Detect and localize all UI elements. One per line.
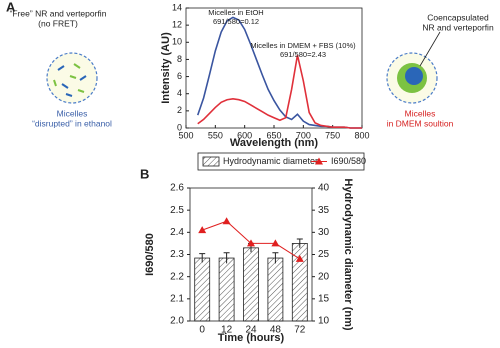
legend-swatch xyxy=(315,157,323,165)
y2-tick-label: 40 xyxy=(318,183,330,194)
micelle-illustration xyxy=(386,52,438,104)
x-tick-label: 0 xyxy=(199,325,205,336)
side-label: Micelles xyxy=(57,108,88,118)
y2-tick-label: 25 xyxy=(318,249,330,260)
panel-letter: A xyxy=(6,0,16,14)
x-tick-label: 48 xyxy=(270,325,282,336)
marker xyxy=(271,239,280,247)
pointer xyxy=(419,31,441,67)
x-tick-label: 650 xyxy=(266,130,281,140)
y2-tick-label: 10 xyxy=(318,316,330,327)
y-tick-label: 14 xyxy=(172,2,182,12)
series-label: Micelles in EtOH xyxy=(208,8,263,17)
x-tick-label: 750 xyxy=(325,130,340,140)
annotation: 691/580=2.43 xyxy=(280,50,326,59)
y-tick-label: 2.4 xyxy=(170,227,184,238)
y-tick-label: 12 xyxy=(172,20,182,30)
marker xyxy=(295,254,304,262)
error-bar xyxy=(223,252,230,264)
marker xyxy=(198,226,207,234)
y-tick-label: 2.6 xyxy=(170,183,184,194)
line-series xyxy=(197,54,362,129)
y2-axis-label: Hydrodynamic diameter (nm) xyxy=(342,178,354,331)
side-label: Micelles xyxy=(405,108,436,118)
x-tick-label: 500 xyxy=(178,130,193,140)
marker xyxy=(247,239,255,247)
x-tick-label: 72 xyxy=(294,325,306,336)
y-tick-label: 0 xyxy=(177,122,182,132)
panel-letter: B xyxy=(140,166,149,181)
side-label: Coencapsulated xyxy=(427,12,489,22)
x-axis-label: Wavelength (nm) xyxy=(230,137,319,149)
side-label: in DMEM soultion xyxy=(387,118,454,128)
legend-label: I690/580 xyxy=(331,156,366,166)
y2-tick-label: 15 xyxy=(318,293,330,304)
x-tick-label: 24 xyxy=(245,325,257,336)
x-axis-label: Time (hours) xyxy=(218,332,285,344)
x-tick-label: 12 xyxy=(221,325,233,336)
bar xyxy=(267,257,284,322)
line-series xyxy=(196,16,362,129)
side-label: “disrupted” in ethanol xyxy=(32,118,112,128)
bar xyxy=(218,257,235,322)
error-bar xyxy=(272,252,279,264)
y-axis-label: Intensity (AU) xyxy=(160,32,172,104)
x-tick-label: 550 xyxy=(208,130,223,140)
y-tick-label: 2.0 xyxy=(170,316,184,327)
x-tick-label: 600 xyxy=(237,130,252,140)
x-tick-label: 700 xyxy=(296,130,311,140)
marker xyxy=(222,217,231,225)
error-bar xyxy=(199,253,206,263)
y-tick-label: 4 xyxy=(177,88,182,98)
bar xyxy=(243,247,259,322)
y-tick-label: 8 xyxy=(177,54,182,64)
y-tick-label: 2 xyxy=(177,105,182,115)
side-label: NR and verteporfin xyxy=(422,22,494,32)
x-tick-label: 800 xyxy=(354,130,369,140)
legend-swatch xyxy=(202,156,220,167)
side-label: (no FRET) xyxy=(38,18,78,28)
y-tick-label: 10 xyxy=(172,37,182,47)
y-tick-label: 2.2 xyxy=(170,271,184,282)
y2-tick-label: 20 xyxy=(318,271,330,282)
bar xyxy=(194,257,211,322)
side-label: “Free” NR and verteporfin xyxy=(10,8,107,18)
y-axis-label: I690/580 xyxy=(144,233,156,276)
annotation: 691/580=0.12 xyxy=(213,17,259,26)
y2-tick-label: 35 xyxy=(318,205,330,216)
series-label: Micelles in DMEM + FBS (10%) xyxy=(250,41,356,50)
y-tick-label: 6 xyxy=(177,71,182,81)
legend-box xyxy=(197,152,365,171)
legend-label: Hydrodynamic diameter xyxy=(223,156,318,166)
micelle-illustration xyxy=(46,52,98,104)
y-tick-label: 2.3 xyxy=(170,249,184,260)
y2-tick-label: 30 xyxy=(318,227,330,238)
y-tick-label: 2.5 xyxy=(170,205,184,216)
error-bar xyxy=(296,238,303,248)
y-tick-label: 2.1 xyxy=(170,293,184,304)
